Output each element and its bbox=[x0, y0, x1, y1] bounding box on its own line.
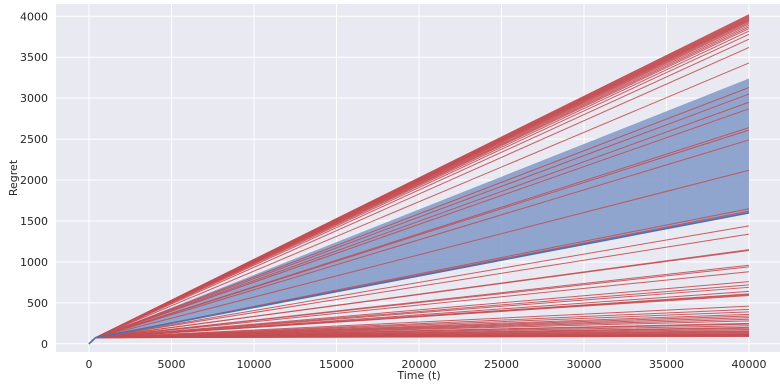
x-tick-label: 15000 bbox=[319, 358, 354, 371]
y-tick-label: 500 bbox=[27, 297, 48, 310]
x-tick-label: 25000 bbox=[484, 358, 519, 371]
y-tick-label: 0 bbox=[41, 338, 48, 351]
y-tick-labels: 0 500 1000 1500 2000 2500 3000 3500 4000 bbox=[20, 10, 48, 351]
x-tick-label: 10000 bbox=[237, 358, 272, 371]
y-tick-label: 3000 bbox=[20, 92, 48, 105]
x-tick-label: 5000 bbox=[158, 358, 186, 371]
y-tick-label: 1000 bbox=[20, 256, 48, 269]
y-tick-label: 4000 bbox=[20, 10, 48, 23]
y-axis-label: Regret bbox=[7, 159, 20, 196]
x-tick-label: 35000 bbox=[649, 358, 684, 371]
x-tick-label: 20000 bbox=[402, 358, 437, 371]
x-tick-label: 0 bbox=[86, 358, 93, 371]
x-axis-label: Time (t) bbox=[396, 369, 440, 382]
x-tick-label: 40000 bbox=[732, 358, 767, 371]
y-tick-label: 2500 bbox=[20, 133, 48, 146]
mean-line bbox=[88, 212, 750, 345]
x-tick-labels: 0 5000 10000 15000 20000 25000 30000 35000 40000 bbox=[86, 358, 767, 371]
mean-regret-line bbox=[88, 212, 750, 345]
x-tick-label: 30000 bbox=[567, 358, 602, 371]
y-tick-label: 3500 bbox=[20, 51, 48, 64]
y-tick-label: 2000 bbox=[20, 174, 48, 187]
y-tick-label: 1500 bbox=[20, 215, 48, 228]
